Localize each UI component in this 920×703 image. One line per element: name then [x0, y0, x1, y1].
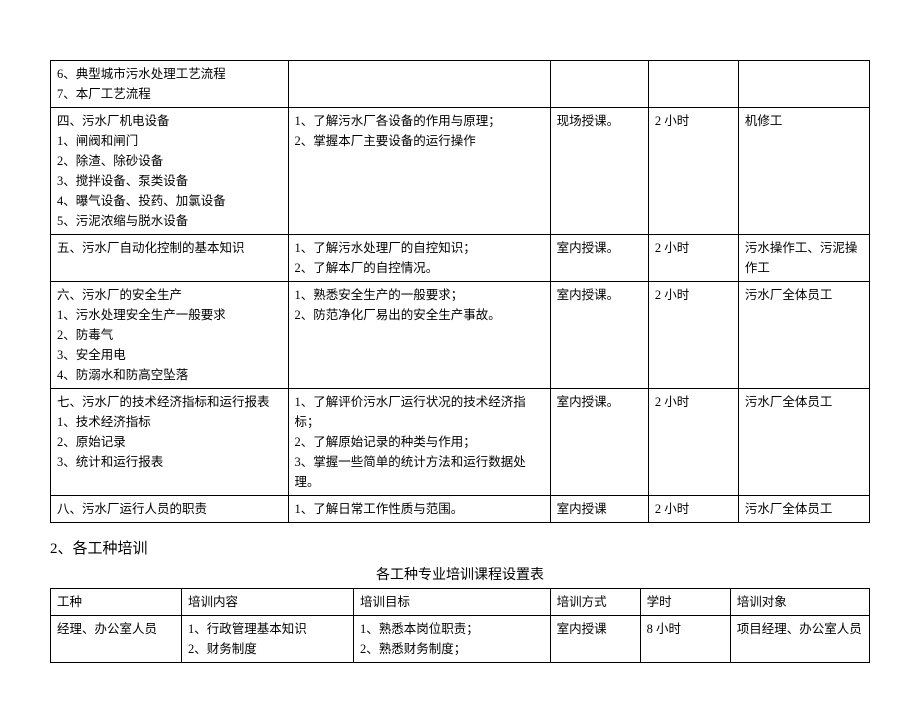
table-row: 四、污水厂机电设备1、闸阀和闸门2、除渣、除砂设备3、搅拌设备、泵类设备4、曝气… — [51, 108, 870, 235]
cell-line: 7、本厂工艺流程 — [57, 84, 282, 104]
cell-goal — [288, 61, 550, 108]
table-header-cell: 培训内容 — [182, 589, 354, 616]
cell-line: 七、污水厂的技术经济指标和运行报表 — [57, 392, 282, 412]
training-table-main: 6、典型城市污水处理工艺流程7、本厂工艺流程四、污水厂机电设备1、闸阀和闸门2、… — [50, 60, 870, 523]
cell-line: 3、掌握一些简单的统计方法和运行数据处理。 — [295, 452, 544, 492]
cell-line: 1、闸阀和闸门 — [57, 131, 282, 151]
cell-line: 1、了解日常工作性质与范围。 — [295, 499, 544, 519]
table-header-row: 工种培训内容培训目标培训方式学时培训对象 — [51, 589, 870, 616]
table-header-cell: 工种 — [51, 589, 182, 616]
cell-topic: 6、典型城市污水处理工艺流程7、本厂工艺流程 — [51, 61, 289, 108]
cell-goal: 1、了解评价污水厂运行状况的技术经济指标；2、了解原始记录的种类与作用；3、掌握… — [288, 389, 550, 496]
table-header-cell: 培训方式 — [550, 589, 640, 616]
cell-line: 2、除渣、除砂设备 — [57, 151, 282, 171]
cell-method: 室内授课 — [550, 616, 640, 663]
cell-target: 污水厂全体员工 — [738, 496, 869, 523]
cell-line: 2、掌握本厂主要设备的运行操作 — [295, 131, 544, 151]
cell-target: 污水厂全体员工 — [738, 389, 869, 496]
table-header-cell: 学时 — [640, 589, 730, 616]
table-row: 6、典型城市污水处理工艺流程7、本厂工艺流程 — [51, 61, 870, 108]
cell-line: 2、防范净化厂易出的安全生产事故。 — [295, 305, 544, 325]
cell-line: 3、安全用电 — [57, 345, 282, 365]
cell-hours — [648, 61, 738, 108]
cell-line: 1、了解污水厂各设备的作用与原理； — [295, 111, 544, 131]
cell-hours: 2 小时 — [648, 389, 738, 496]
table-title-job-training: 各工种专业培训课程设置表 — [50, 564, 870, 584]
table-header-cell: 培训对象 — [730, 589, 869, 616]
cell-topic: 七、污水厂的技术经济指标和运行报表1、技术经济指标2、原始记录3、统计和运行报表 — [51, 389, 289, 496]
cell-method: 现场授课。 — [550, 108, 648, 235]
cell-line: 1、行政管理基本知识 — [188, 619, 347, 639]
cell-target: 污水操作工、污泥操作工 — [738, 235, 869, 282]
cell-goal: 1、熟悉安全生产的一般要求；2、防范净化厂易出的安全生产事故。 — [288, 282, 550, 389]
table-header-cell: 培训目标 — [354, 589, 551, 616]
cell-line: 1、污水处理安全生产一般要求 — [57, 305, 282, 325]
cell-line: 4、防溺水和防高空坠落 — [57, 365, 282, 385]
cell-line: 1、熟悉本岗位职责； — [360, 619, 544, 639]
cell-line: 1、技术经济指标 — [57, 412, 282, 432]
cell-method — [550, 61, 648, 108]
cell-goal: 1、了解日常工作性质与范围。 — [288, 496, 550, 523]
cell-method: 室内授课 — [550, 496, 648, 523]
cell-line: 1、了解评价污水厂运行状况的技术经济指标； — [295, 392, 544, 432]
cell-topic: 五、污水厂自动化控制的基本知识 — [51, 235, 289, 282]
cell-method: 室内授课。 — [550, 282, 648, 389]
table-row: 六、污水厂的安全生产1、污水处理安全生产一般要求2、防毒气3、安全用电4、防溺水… — [51, 282, 870, 389]
cell-content: 1、行政管理基本知识2、财务制度 — [182, 616, 354, 663]
cell-line: 2、熟悉财务制度； — [360, 639, 544, 659]
cell-topic: 六、污水厂的安全生产1、污水处理安全生产一般要求2、防毒气3、安全用电4、防溺水… — [51, 282, 289, 389]
section-heading-job-training: 2、各工种培训 — [50, 537, 870, 558]
cell-goal: 1、了解污水处理厂的自控知识；2、了解本厂的自控情况。 — [288, 235, 550, 282]
table-row: 八、污水厂运行人员的职责 1、了解日常工作性质与范围。室内授课2 小时污水厂全体员… — [51, 496, 870, 523]
cell-target: 污水厂全体员工 — [738, 282, 869, 389]
cell-line: 3、统计和运行报表 — [57, 452, 282, 472]
cell-line: 2、了解本厂的自控情况。 — [295, 258, 544, 278]
cell-goal: 1、熟悉本岗位职责；2、熟悉财务制度； — [354, 616, 551, 663]
training-table-jobs: 工种培训内容培训目标培训方式学时培训对象经理、办公室人员1、行政管理基本知识2、… — [50, 588, 870, 663]
cell-target: 项目经理、办公室人员 — [730, 616, 869, 663]
cell-target — [738, 61, 869, 108]
cell-hours: 2 小时 — [648, 282, 738, 389]
cell-target: 机修工 — [738, 108, 869, 235]
table-row: 七、污水厂的技术经济指标和运行报表1、技术经济指标2、原始记录3、统计和运行报表… — [51, 389, 870, 496]
cell-line: 2、财务制度 — [188, 639, 347, 659]
cell-line: 六、污水厂的安全生产 — [57, 285, 282, 305]
cell-line: 1、熟悉安全生产的一般要求； — [295, 285, 544, 305]
table-row: 经理、办公室人员1、行政管理基本知识2、财务制度1、熟悉本岗位职责；2、熟悉财务… — [51, 616, 870, 663]
cell-hours: 2 小时 — [648, 496, 738, 523]
cell-line: 八、污水厂运行人员的职责 — [57, 499, 282, 519]
cell-method: 室内授课。 — [550, 235, 648, 282]
cell-line: 经理、办公室人员 — [57, 619, 175, 639]
cell-line: 3、搅拌设备、泵类设备 — [57, 171, 282, 191]
cell-line: 6、典型城市污水处理工艺流程 — [57, 64, 282, 84]
cell-line: 4、曝气设备、投药、加氯设备 — [57, 191, 282, 211]
cell-line: 1、了解污水处理厂的自控知识； — [295, 238, 544, 258]
cell-hours: 2 小时 — [648, 108, 738, 235]
cell-line: 2、原始记录 — [57, 432, 282, 452]
cell-line: 2、了解原始记录的种类与作用； — [295, 432, 544, 452]
cell-line: 5、污泥浓缩与脱水设备 — [57, 211, 282, 231]
cell-hours: 2 小时 — [648, 235, 738, 282]
cell-topic: 四、污水厂机电设备1、闸阀和闸门2、除渣、除砂设备3、搅拌设备、泵类设备4、曝气… — [51, 108, 289, 235]
cell-line: 2、防毒气 — [57, 325, 282, 345]
cell-line: 五、污水厂自动化控制的基本知识 — [57, 238, 282, 258]
table-row: 五、污水厂自动化控制的基本知识 1、了解污水处理厂的自控知识；2、了解本厂的自控情… — [51, 235, 870, 282]
cell-line: 四、污水厂机电设备 — [57, 111, 282, 131]
cell-hours: 8 小时 — [640, 616, 730, 663]
cell-topic: 八、污水厂运行人员的职责 — [51, 496, 289, 523]
cell-method: 室内授课。 — [550, 389, 648, 496]
cell-goal: 1、了解污水厂各设备的作用与原理；2、掌握本厂主要设备的运行操作 — [288, 108, 550, 235]
cell-job: 经理、办公室人员 — [51, 616, 182, 663]
